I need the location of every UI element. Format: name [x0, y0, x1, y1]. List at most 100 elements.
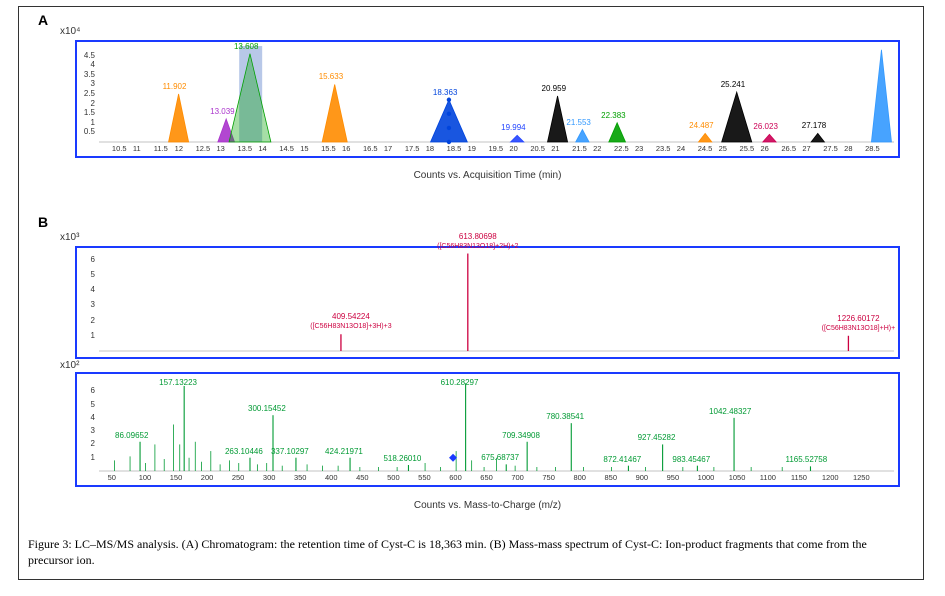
chart-a-xtick: 15.5 [321, 144, 336, 153]
chart-b2-xtick: 550 [418, 473, 431, 482]
ms-spectrum-1-plot: 123456409.54224([C56H83N13O18]+3H)+3613.… [75, 246, 900, 359]
chart-a-xtick: 26 [760, 144, 768, 153]
chart-a-xtick: 23 [635, 144, 643, 153]
chart-b2-xtick: 1050 [729, 473, 746, 482]
chart-a-xtick: 21 [551, 144, 559, 153]
panel-b-label: B [38, 214, 48, 230]
chart-b2-peak-label: 518.26010 [383, 454, 421, 463]
chart-b2-xtick: 950 [667, 473, 680, 482]
chart-b2-xtick: 100 [139, 473, 152, 482]
chart-b2-peak-label: 263.10446 [225, 447, 263, 456]
chart-b1-peak-label: 613.80698([C56H83N13O18]+2H)+2 [418, 232, 538, 250]
chart-b2-xtick: 1250 [853, 473, 870, 482]
chart-b2-peak-label: 983.45467 [672, 455, 710, 464]
chart-a-xtick: 15 [300, 144, 308, 153]
chart-a-xtick: 18 [426, 144, 434, 153]
chart-a-xtick: 23.5 [656, 144, 671, 153]
chart-a-xtick: 16 [342, 144, 350, 153]
chart-b1-yunits: x10³ [60, 232, 79, 243]
chart-b1-ytick: 6 [75, 255, 95, 264]
chart-a-ytick: 1.5 [75, 108, 95, 117]
chart-a-peak-label: 25.241 [721, 80, 745, 89]
chart-b2-xtick: 250 [232, 473, 245, 482]
chart-b2-ytick: 5 [75, 400, 95, 409]
chart-a-xtick: 10.5 [112, 144, 127, 153]
chart-a-xtick: 28 [844, 144, 852, 153]
chart-a-ytick: 3.5 [75, 70, 95, 79]
chart-b2-peak-label: 709.34908 [502, 431, 540, 440]
ms-spectrum-2-plot: 1234565010015020025030035040045050055060… [75, 372, 900, 487]
panel-a-label: A [38, 12, 48, 28]
chart-b2-peak-label: 1165.52758 [785, 455, 827, 464]
chart-b2-xtick: 300 [263, 473, 276, 482]
chart-a-xtick: 27 [802, 144, 810, 153]
chart-b2-xtick: 450 [356, 473, 369, 482]
chart-b2-peak-label: 424.21971 [325, 447, 363, 456]
chart-a-peak-label: 26.023 [753, 122, 777, 131]
chart-b2-xtick: 1200 [822, 473, 839, 482]
chart-a-xtick: 22.5 [614, 144, 629, 153]
chart-b2-xtick: 500 [387, 473, 400, 482]
chart-a-xtick: 28.5 [865, 144, 880, 153]
chart-b2-xtick: 750 [542, 473, 555, 482]
chart-b1-ytick: 5 [75, 270, 95, 279]
chart-a-xlabel: Counts vs. Acquisition Time (min) [75, 170, 900, 181]
chart-b2-xtick: 1000 [698, 473, 715, 482]
chart-a-xtick: 19.5 [489, 144, 504, 153]
chart-a-xtick: 12.5 [196, 144, 211, 153]
chart-a-xtick: 17 [384, 144, 392, 153]
chart-a-peak-label: 11.902 [163, 82, 187, 91]
chart-a-ytick: 3 [75, 79, 95, 88]
chart-a-xtick: 25 [719, 144, 727, 153]
chart-a-xtick: 19 [468, 144, 476, 153]
chart-a-ytick: 0.5 [75, 127, 95, 136]
chart-b2-xtick: 800 [573, 473, 586, 482]
chart-b2-xtick: 50 [108, 473, 116, 482]
chart-b2-xtick: 700 [511, 473, 524, 482]
chart-b2-yunits: x10² [60, 360, 79, 371]
chart-a-xtick: 16.5 [363, 144, 378, 153]
chart-b2-xtick: 600 [449, 473, 462, 482]
chart-b2-xtick: 200 [201, 473, 214, 482]
chart-b2-ytick: 3 [75, 426, 95, 435]
chart-a-xtick: 17.5 [405, 144, 420, 153]
chart-a-xtick: 13 [217, 144, 225, 153]
chart-a-xtick: 11 [133, 144, 141, 153]
chart-b2-peak-label: 927.45282 [638, 433, 676, 442]
chart-b2-xtick: 1100 [760, 473, 776, 482]
chart-a-xtick: 27.5 [823, 144, 838, 153]
chart-a-xtick: 20 [509, 144, 517, 153]
chart-b2-xtick: 350 [294, 473, 307, 482]
chart-b1-ytick: 4 [75, 285, 95, 294]
chart-b1-peak-label: 409.54224([C56H83N13O18]+3H)+3 [291, 312, 411, 330]
chart-a-ytick: 2.5 [75, 89, 95, 98]
chart-b2-xtick: 400 [325, 473, 338, 482]
chart-a-peak-label: 22.383 [601, 111, 625, 120]
chart-a-yunits: x10⁴ [60, 26, 80, 37]
chart-a-xtick: 14.5 [279, 144, 294, 153]
chart-a-xtick: 12 [175, 144, 183, 153]
chart-a-xtick: 20.5 [530, 144, 545, 153]
chart-b2-xtick: 900 [636, 473, 649, 482]
chart-b1-ytick: 2 [75, 316, 95, 325]
chart-b2-peak-label: 872.41467 [603, 455, 641, 464]
chart-b2-peak-label: 1042.48327 [709, 407, 751, 416]
chart-a-xtick: 11.5 [154, 144, 168, 153]
chart-a-ytick: 1 [75, 118, 95, 127]
chart-a-xtick: 21.5 [572, 144, 587, 153]
chart-a-xtick: 26.5 [781, 144, 796, 153]
chart-b2-ytick: 4 [75, 413, 95, 422]
chart-b2-peak-label: 780.38541 [546, 412, 584, 421]
chart-a-peak-label: 13.039 [210, 107, 234, 116]
chart-b1-ytick: 1 [75, 331, 95, 340]
chart-b2-peak-label: 337.10297 [271, 447, 309, 456]
chart-b2-peak-label: 157.13223 [159, 378, 197, 387]
chart-a-peak-label: 15.633 [319, 72, 343, 81]
chart-a-xtick: 14 [258, 144, 266, 153]
chart-a-ytick: 2 [75, 99, 95, 108]
chart-a-xtick: 13.5 [237, 144, 252, 153]
chart-b2-ytick: 1 [75, 453, 95, 462]
chart-a-xtick: 24.5 [698, 144, 713, 153]
chart-a-peak-label: 13.608 [234, 42, 258, 51]
chart-b2-peak-label: 300.15452 [248, 404, 286, 413]
